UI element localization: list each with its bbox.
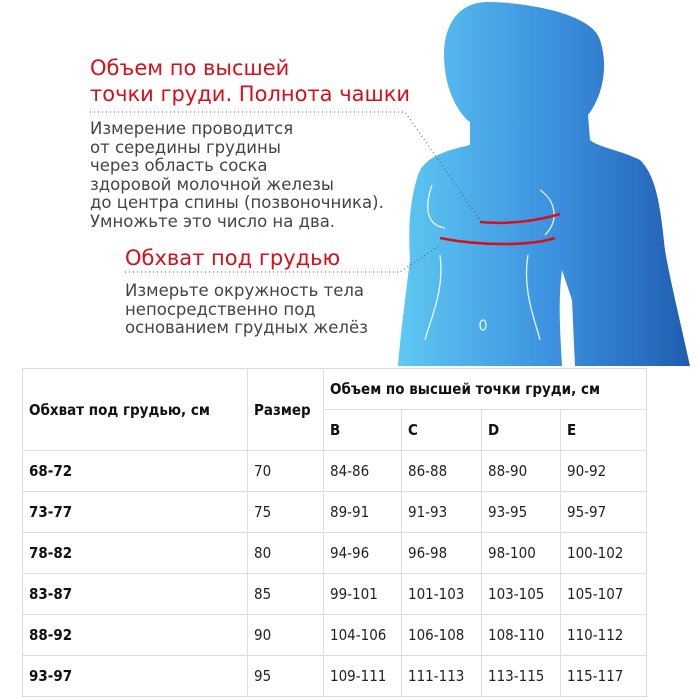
bust-cell: 93-95 xyxy=(481,491,561,533)
size-cell: 95 xyxy=(247,655,324,697)
bust-cell: 96-98 xyxy=(401,532,482,574)
underbust-instructions: Измерьте окружность тела непосредственно … xyxy=(125,281,368,338)
bust-cell: 108-110 xyxy=(481,614,561,656)
cup-instructions: Измерение проводится от середины грудины ч… xyxy=(90,119,384,231)
bust-cell: 101-103 xyxy=(401,573,482,615)
header-cup: E xyxy=(560,409,647,451)
underbust-line xyxy=(439,236,556,246)
text-line: здоровой молочной железы xyxy=(90,174,334,194)
bust-cell: 103-105 xyxy=(481,573,561,615)
underbust-cell: 68-72 xyxy=(22,450,248,492)
bust-cell: 98-100 xyxy=(481,532,561,574)
underbust-cell: 93-97 xyxy=(22,655,248,697)
bust-cell: 106-108 xyxy=(401,614,482,656)
bust-cell: 86-88 xyxy=(401,450,482,492)
underbust-title: Обхват под грудью xyxy=(125,246,341,270)
mannequin-figure xyxy=(90,2,690,366)
header-cup: B xyxy=(323,409,402,451)
header-underbust: Обхват под грудью, см xyxy=(22,368,248,451)
table-cup-row: B C D E xyxy=(23,409,647,451)
bust-cell: 115-117 xyxy=(560,655,647,697)
measurement-illustration: Объем по высшей точки груди. Полнота чаш… xyxy=(90,2,690,366)
text-line: Умножьте это число на два. xyxy=(90,211,336,231)
text-line: непосредственно под xyxy=(125,299,316,319)
text-line: до центра спины (позвоночника). xyxy=(90,193,384,212)
text-line: через область соска xyxy=(90,156,268,175)
table-row: 73-77 75 89-91 91-93 93-95 95-97 xyxy=(22,491,647,533)
bust-cell: 105-107 xyxy=(560,573,647,615)
table-row: 93-97 95 109-111 111-113 113-115 115-117 xyxy=(22,655,647,697)
underbust-cell: 88-92 xyxy=(22,614,248,656)
text-line: основанием грудных желёз xyxy=(125,318,368,337)
bust-cell: 88-90 xyxy=(481,450,561,492)
cup-title-line1: Объем по высшей xyxy=(90,56,290,80)
size-cell: 75 xyxy=(247,491,324,533)
size-table: Обхват под грудью, см Размер Объем по вы… xyxy=(22,368,647,697)
size-cell: 85 xyxy=(247,573,324,615)
table-row: 83-87 85 99-101 101-103 103-105 105-107 xyxy=(22,573,647,615)
bust-cell: 94-96 xyxy=(323,532,402,574)
bust-cell: 95-97 xyxy=(560,491,647,533)
bust-cell: 104-106 xyxy=(323,614,402,656)
header-cup: D xyxy=(481,409,561,451)
underbust-cell: 73-77 xyxy=(22,491,248,533)
bust-cell: 84-86 xyxy=(323,450,402,492)
bust-cell: 99-101 xyxy=(323,573,402,615)
bust-cell: 90-92 xyxy=(560,450,647,492)
header-size: Размер xyxy=(247,368,324,451)
table-header-row: Обхват под грудью, см Размер Объем по вы… xyxy=(22,368,647,451)
cup-title-line2: точки груди. Полнота чашки xyxy=(90,82,411,106)
text-line: Измерьте окружность тела xyxy=(125,281,365,300)
size-cell: 90 xyxy=(247,614,324,656)
underbust-cell: 83-87 xyxy=(22,573,248,615)
bust-cell: 110-112 xyxy=(560,614,647,656)
text-line: от середины грудины xyxy=(90,137,281,157)
bust-cell: 89-91 xyxy=(323,491,402,533)
table-row: 78-82 80 94-96 96-98 98-100 100-102 xyxy=(22,532,647,574)
table-row: 68-72 70 84-86 86-88 88-90 90-92 xyxy=(22,450,647,492)
bust-line xyxy=(479,212,561,225)
header-cup: C xyxy=(401,409,482,451)
bust-cell: 113-115 xyxy=(481,655,561,697)
table-row: 88-92 90 104-106 106-108 108-110 110-112 xyxy=(22,614,647,656)
size-cell: 80 xyxy=(247,532,324,574)
bust-cell: 100-102 xyxy=(560,532,647,574)
bust-cell: 109-111 xyxy=(323,655,402,697)
bust-cell: 111-113 xyxy=(401,655,482,697)
underbust-cell: 78-82 xyxy=(22,532,248,574)
size-cell: 70 xyxy=(247,450,324,492)
text-line: Измерение проводится xyxy=(90,119,294,138)
bust-cell: 91-93 xyxy=(401,491,482,533)
header-bust-group: Объем по высшей точки груди, см xyxy=(323,368,647,410)
